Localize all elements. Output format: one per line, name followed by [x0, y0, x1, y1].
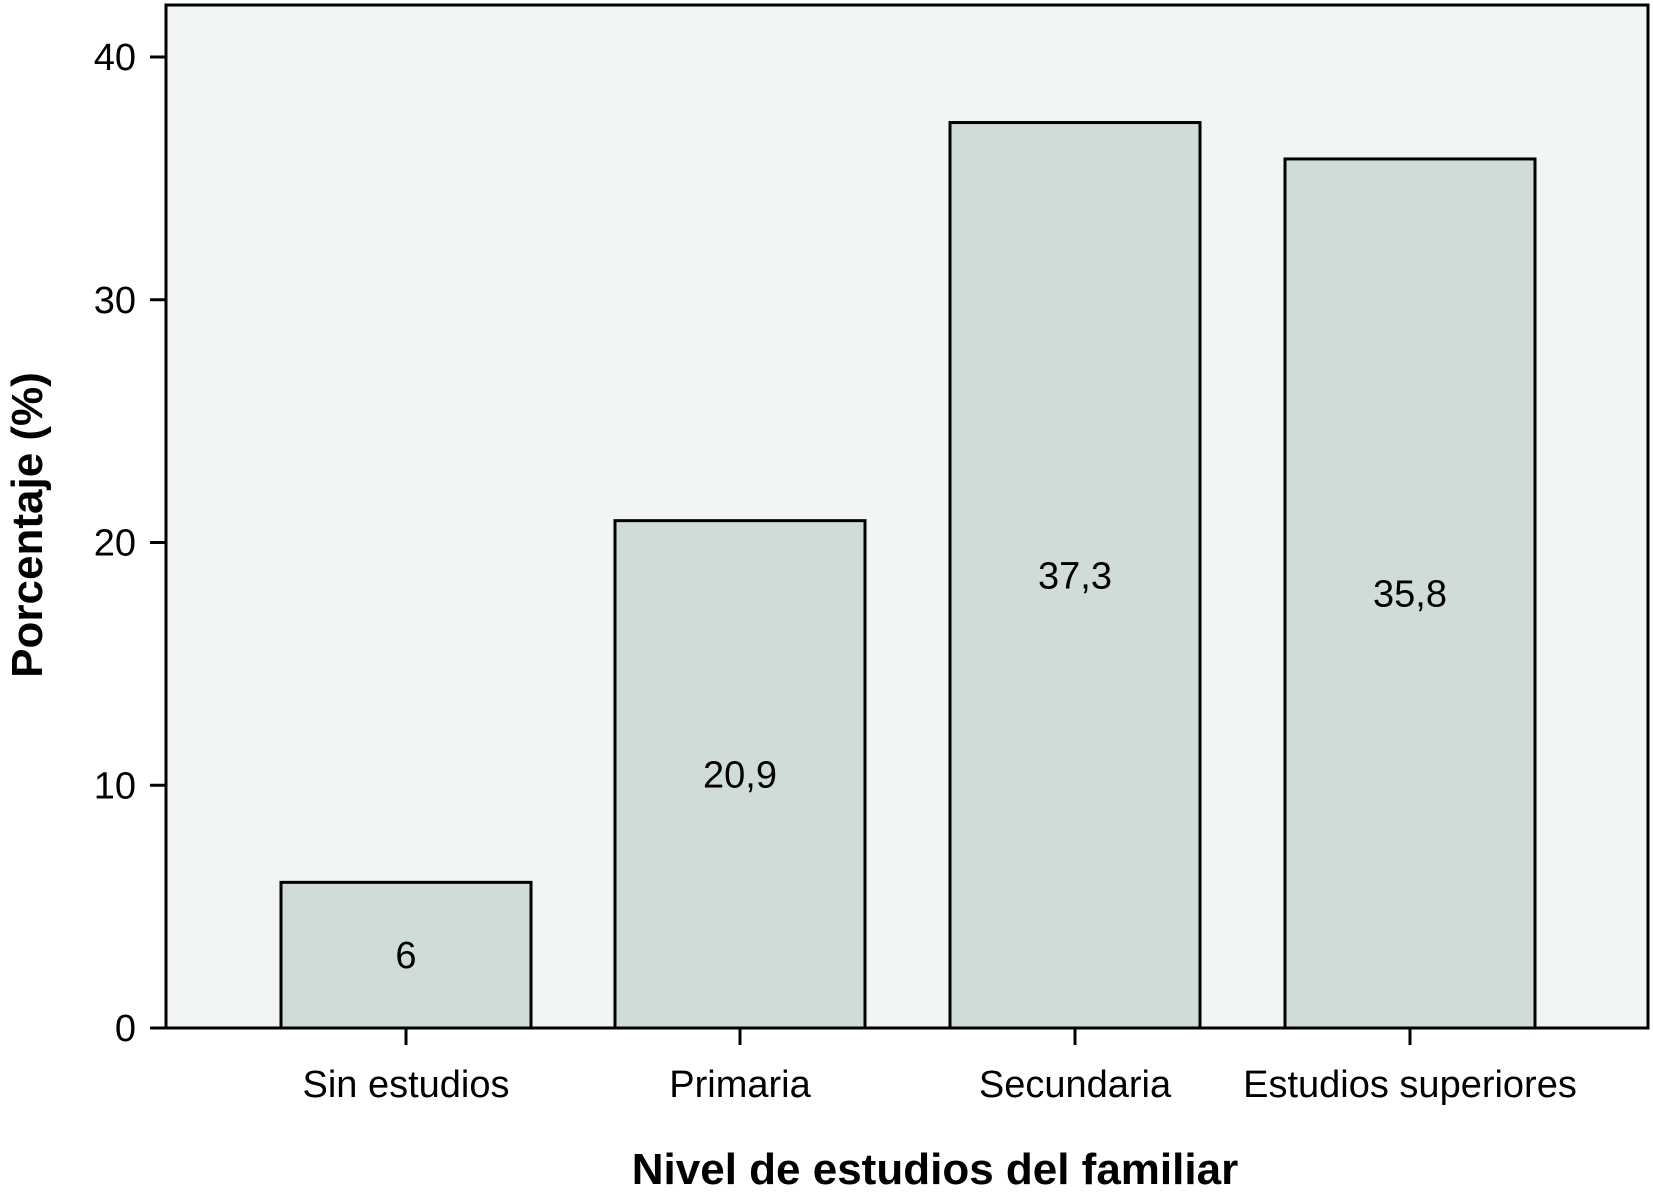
x-category-label-0: Sin estudios [302, 1064, 509, 1106]
y-tick-label-2: 20 [94, 523, 136, 565]
y-axis-ticks: 0 10 20 30 40 [94, 37, 166, 1050]
y-tick-label-4: 40 [94, 37, 136, 79]
x-axis-title: Nivel de estudios del familiar [632, 1145, 1238, 1194]
bar-3 [1283, 157, 1537, 1030]
y-tick-label-3: 30 [94, 280, 136, 322]
y-axis-title: Porcentaje (%) [3, 372, 52, 678]
x-category-label-1: Primaria [669, 1064, 811, 1106]
bar-value-label-0: 6 [395, 935, 416, 977]
bars: 6 20,9 37,3 35,8 [279, 121, 1537, 1030]
bar-value-label-1: 20,9 [703, 754, 777, 796]
y-tick-label-0: 0 [115, 1008, 136, 1050]
bar-value-label-2: 37,3 [1038, 555, 1112, 597]
y-tick-label-1: 10 [94, 765, 136, 807]
x-category-label-3: Estudios superiores [1243, 1064, 1577, 1106]
bar-1 [613, 519, 867, 1030]
bar-value-label-3: 35,8 [1373, 573, 1447, 615]
bar-0 [279, 880, 533, 1030]
x-category-label-2: Secundaria [979, 1064, 1172, 1106]
x-axis-ticks: Sin estudios Primaria Secundaria Estudios s… [302, 1028, 1577, 1106]
